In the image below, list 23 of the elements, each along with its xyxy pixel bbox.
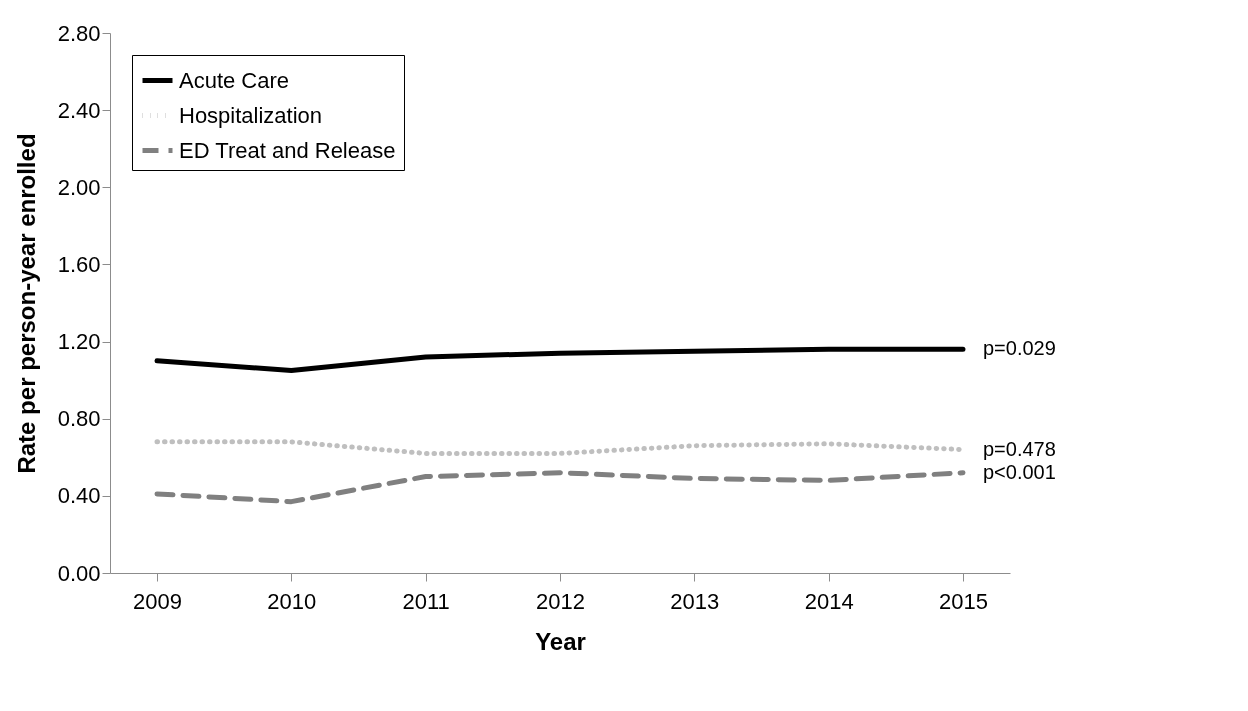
y-tick-label: 1.60 <box>57 251 101 277</box>
y-tick-label: 1.20 <box>57 329 101 355</box>
legend-label: Hospitalization <box>179 102 323 128</box>
y-tick-label: 2.40 <box>57 97 101 123</box>
x-tick-label: 2009 <box>133 588 182 614</box>
annotation: p=0.029 <box>982 337 1056 360</box>
legend-label: Acute Care <box>179 67 290 93</box>
y-axis-title: Rate per person-year enrolled <box>12 133 40 474</box>
y-tick-label: 0.40 <box>57 483 101 509</box>
x-tick-label: 2011 <box>402 588 450 614</box>
x-tick-label: 2013 <box>670 588 720 614</box>
x-axis-title: Year <box>535 627 586 655</box>
legend-label: ED Treat and Release <box>179 137 396 163</box>
x-tick-label: 2012 <box>536 588 585 614</box>
y-tick-label: 0.80 <box>57 406 101 432</box>
y-tick-label: 2.00 <box>57 174 101 200</box>
x-tick-label: 2014 <box>804 588 854 614</box>
x-tick-label: 2015 <box>939 588 988 614</box>
x-tick-label: 2010 <box>267 588 317 614</box>
annotation: p=0.478 <box>982 437 1056 460</box>
y-tick-label: 2.80 <box>57 20 101 46</box>
y-tick-label: 0.00 <box>57 560 101 586</box>
annotation: p<0.001 <box>982 460 1056 483</box>
